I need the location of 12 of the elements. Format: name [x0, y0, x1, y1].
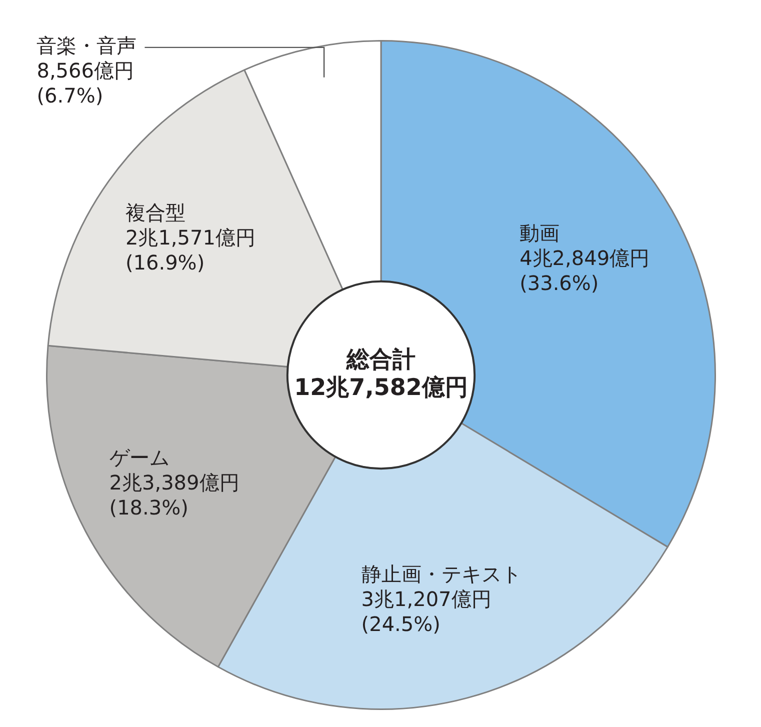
- data-label: 4兆2,849億円 (33.6%): [520, 246, 650, 295]
- slice-label: ゲーム: [109, 446, 170, 470]
- data-label: 2兆1,571億円 (16.9%): [125, 226, 256, 274]
- data-label: 2兆3,389億円 (18.3%): [109, 470, 240, 520]
- slice-label: 音楽・音声: [36, 34, 137, 58]
- text: 12兆7,582億円: [294, 374, 468, 401]
- text: 総合計: [346, 346, 416, 373]
- slice-label: 動画: [520, 220, 560, 245]
- data-label: 3兆1,207億円 (24.5%): [361, 587, 492, 636]
- slice-label: 複合型: [125, 200, 186, 224]
- data-label: 8,566億円 (6.7%): [36, 58, 134, 108]
- slice-label: 静止画・テキスト: [361, 562, 522, 586]
